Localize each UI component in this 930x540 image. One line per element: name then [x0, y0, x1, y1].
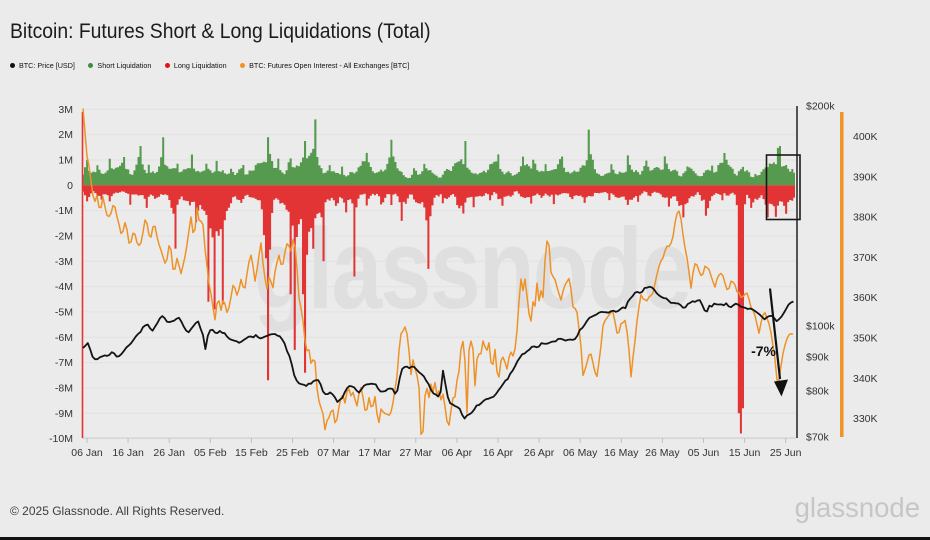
svg-text:25 Jun: 25 Jun	[770, 447, 802, 459]
svg-text:330K: 330K	[853, 413, 878, 425]
svg-text:26 Apr: 26 Apr	[524, 447, 555, 459]
svg-text:400K: 400K	[853, 131, 878, 143]
svg-text:-6M: -6M	[55, 332, 73, 344]
svg-text:-8M: -8M	[55, 382, 73, 394]
svg-text:2M: 2M	[58, 129, 73, 141]
svg-text:3M: 3M	[58, 104, 73, 116]
svg-text:$100k: $100k	[806, 321, 835, 333]
svg-text:06 Jan: 06 Jan	[71, 447, 103, 459]
svg-text:380K: 380K	[853, 212, 878, 224]
svg-text:1M: 1M	[58, 155, 73, 167]
svg-text:05 Jun: 05 Jun	[688, 447, 720, 459]
svg-text:0: 0	[67, 180, 73, 192]
svg-text:glassnode: glassnode	[254, 205, 691, 332]
svg-text:26 May: 26 May	[645, 447, 680, 459]
svg-text:16 Apr: 16 Apr	[483, 447, 514, 459]
svg-text:06 Apr: 06 Apr	[442, 447, 473, 459]
svg-text:-4M: -4M	[55, 281, 73, 293]
svg-text:-3M: -3M	[55, 256, 73, 268]
svg-text:-1M: -1M	[55, 205, 73, 217]
svg-text:-2M: -2M	[55, 231, 73, 243]
svg-text:15 Feb: 15 Feb	[235, 447, 268, 459]
svg-text:15 Jun: 15 Jun	[729, 447, 761, 459]
svg-text:-7M: -7M	[55, 357, 73, 369]
svg-text:350K: 350K	[853, 333, 878, 345]
svg-text:$90k: $90k	[806, 352, 830, 364]
svg-text:26 Jan: 26 Jan	[153, 447, 185, 459]
svg-text:05 Feb: 05 Feb	[194, 447, 227, 459]
svg-text:$70k: $70k	[806, 432, 830, 444]
svg-text:27 Mar: 27 Mar	[399, 447, 432, 459]
svg-text:-5M: -5M	[55, 306, 73, 318]
svg-text:-9M: -9M	[55, 408, 73, 420]
svg-text:390K: 390K	[853, 171, 878, 183]
svg-text:340K: 340K	[853, 373, 878, 385]
svg-text:-10M: -10M	[49, 433, 73, 445]
svg-text:25 Feb: 25 Feb	[276, 447, 309, 459]
svg-text:370K: 370K	[853, 252, 878, 264]
svg-text:16 Jan: 16 Jan	[112, 447, 144, 459]
svg-text:16 May: 16 May	[604, 447, 639, 459]
svg-text:06 May: 06 May	[563, 447, 598, 459]
svg-text:360K: 360K	[853, 292, 878, 304]
svg-text:$200k: $200k	[806, 101, 835, 113]
svg-text:-7%: -7%	[751, 343, 776, 359]
svg-text:07 Mar: 07 Mar	[317, 447, 350, 459]
svg-text:$80k: $80k	[806, 386, 830, 398]
svg-text:17 Mar: 17 Mar	[358, 447, 391, 459]
